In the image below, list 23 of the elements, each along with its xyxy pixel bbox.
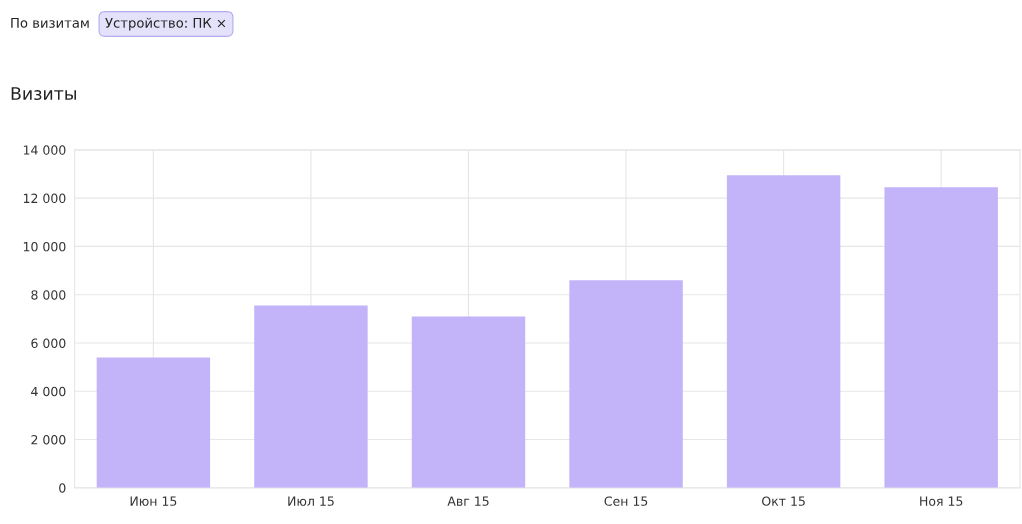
y-tick-label: 14 000	[23, 145, 66, 155]
bar	[726, 175, 841, 488]
bar	[254, 305, 368, 488]
x-tick-label: Июн 15	[130, 496, 177, 506]
y-tick-label: 4 000	[31, 386, 66, 397]
y-tick-label: 8 000	[31, 290, 66, 300]
y-tick-label: 12 000	[23, 193, 66, 204]
chart-title: Визиты	[11, 87, 76, 101]
y-tick-label: 2 000	[31, 435, 66, 445]
x-tick-label: Авг 15	[447, 496, 489, 506]
bar	[569, 280, 683, 488]
x-tick-label: Окт 15	[762, 496, 805, 506]
x-tick-label: Сен 15	[604, 496, 648, 506]
bar	[411, 316, 526, 488]
text: По визитам	[11, 18, 89, 28]
x-tick-label: Ноя 15	[920, 496, 963, 506]
y-tick-label: 0	[59, 483, 66, 493]
text: Устройство: ПК ×	[105, 17, 226, 31]
y-tick-label: 10 000	[23, 241, 66, 252]
bar	[96, 357, 211, 488]
y-tick-label: 6 000	[31, 338, 66, 348]
x-tick-label: Июл 15	[288, 496, 334, 506]
bar	[884, 187, 998, 488]
